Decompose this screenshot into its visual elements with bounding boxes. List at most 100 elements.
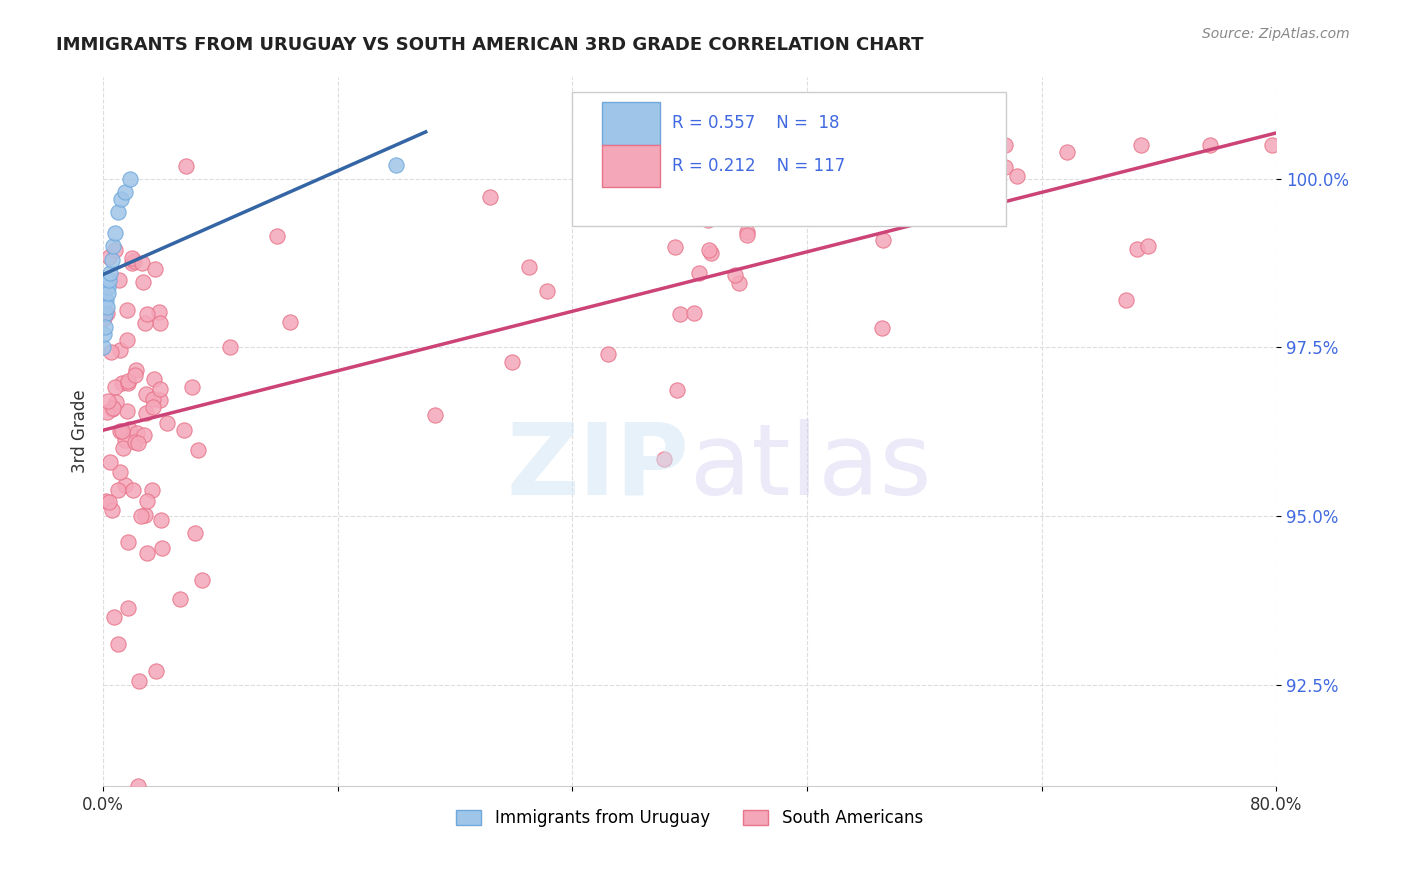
FancyBboxPatch shape — [602, 103, 661, 145]
Point — [727, 276, 749, 290]
Point — [1137, 238, 1160, 252]
Point — [598, 347, 620, 361]
Point — [117, 403, 139, 417]
Point — [117, 534, 139, 549]
Point — [155, 416, 177, 430]
Point — [96, 279, 118, 293]
Point — [190, 573, 212, 587]
Point — [967, 137, 990, 152]
Point — [699, 244, 721, 258]
Point — [972, 162, 994, 177]
Point — [100, 455, 122, 469]
Point — [1130, 137, 1153, 152]
Text: R = 0.557    N =  18: R = 0.557 N = 18 — [672, 114, 839, 133]
Point — [142, 392, 165, 406]
Point — [108, 465, 131, 479]
Point — [107, 205, 129, 219]
Point — [98, 273, 121, 287]
Point — [97, 286, 120, 301]
Point — [96, 306, 118, 320]
Point — [136, 308, 159, 322]
Point — [97, 250, 120, 264]
Point — [145, 664, 167, 678]
Point — [131, 256, 153, 270]
Point — [111, 441, 134, 455]
Point — [114, 433, 136, 447]
Point — [110, 376, 132, 390]
Text: R = 0.212    N = 117: R = 0.212 N = 117 — [672, 157, 845, 175]
Point — [423, 408, 446, 422]
Point — [101, 502, 124, 516]
Point — [124, 435, 146, 450]
Point — [100, 402, 122, 417]
Point — [142, 372, 165, 386]
Point — [94, 293, 117, 307]
Point — [93, 311, 115, 326]
Point — [107, 483, 129, 498]
Point — [94, 320, 117, 334]
Point — [994, 137, 1017, 152]
Text: IMMIGRANTS FROM URUGUAY VS SOUTH AMERICAN 3RD GRADE CORRELATION CHART: IMMIGRANTS FROM URUGUAY VS SOUTH AMERICA… — [56, 36, 924, 54]
Point — [180, 380, 202, 394]
Point — [1115, 293, 1137, 307]
Point — [91, 340, 114, 354]
Point — [894, 207, 917, 221]
Point — [187, 442, 209, 457]
Point — [150, 541, 173, 555]
Point — [121, 251, 143, 265]
FancyBboxPatch shape — [602, 145, 661, 187]
Point — [107, 637, 129, 651]
Point — [668, 307, 690, 321]
Point — [117, 374, 139, 388]
Point — [994, 160, 1017, 174]
Point — [132, 428, 155, 442]
Point — [93, 307, 115, 321]
Point — [149, 513, 172, 527]
Text: ZIP: ZIP — [506, 418, 689, 516]
Point — [135, 406, 157, 420]
Point — [103, 239, 125, 253]
Point — [101, 401, 124, 415]
Point — [104, 243, 127, 257]
Point — [96, 405, 118, 419]
Point — [145, 262, 167, 277]
Point — [108, 273, 131, 287]
Point — [93, 326, 115, 341]
Point — [517, 260, 540, 274]
Point — [141, 483, 163, 498]
Point — [169, 592, 191, 607]
Point — [664, 240, 686, 254]
Point — [108, 343, 131, 357]
Point — [110, 424, 132, 438]
Point — [219, 340, 242, 354]
Point — [385, 158, 408, 172]
Point — [1005, 169, 1028, 184]
Point — [136, 546, 159, 560]
Point — [122, 483, 145, 498]
Point — [110, 424, 132, 438]
Point — [132, 275, 155, 289]
Point — [127, 779, 149, 793]
Text: atlas: atlas — [689, 418, 931, 516]
Point — [115, 334, 138, 348]
Point — [536, 284, 558, 298]
Point — [873, 137, 896, 152]
Point — [1126, 242, 1149, 256]
Point — [101, 252, 124, 267]
Point — [724, 268, 747, 282]
Point — [1056, 145, 1078, 160]
Point — [1261, 137, 1284, 152]
Point — [700, 245, 723, 260]
Point — [94, 494, 117, 508]
Point — [478, 190, 501, 204]
Point — [837, 143, 859, 157]
Point — [125, 425, 148, 440]
Point — [103, 610, 125, 624]
Point — [104, 226, 127, 240]
Point — [135, 386, 157, 401]
Point — [118, 171, 141, 186]
Point — [104, 395, 127, 409]
Point — [176, 159, 198, 173]
Text: Source: ZipAtlas.com: Source: ZipAtlas.com — [1202, 27, 1350, 41]
Point — [688, 266, 710, 280]
